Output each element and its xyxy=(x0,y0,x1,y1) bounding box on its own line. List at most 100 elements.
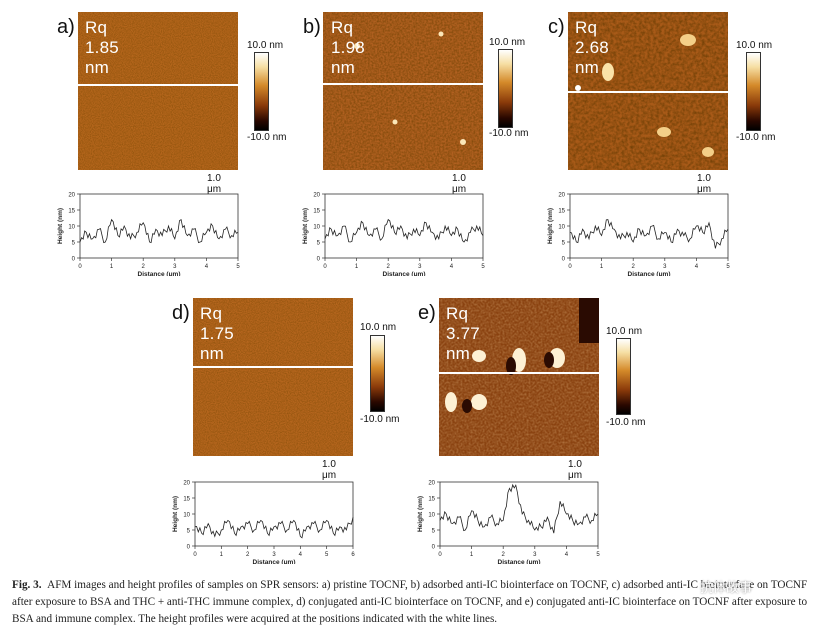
plot-frame-d xyxy=(194,481,354,547)
y-tick-label-c: 15 xyxy=(558,209,565,215)
height-profile-line-c xyxy=(569,219,729,249)
watermark: 抗体故事 xyxy=(700,581,753,596)
y-tick-label-a: 10 xyxy=(68,225,75,231)
colorbar-min-c: -10.0 nm xyxy=(736,132,776,143)
x-axis-label-e: Distance (μm) xyxy=(498,559,541,564)
y-axis-label-b: Height (nm) xyxy=(302,208,309,244)
y-tick-label-e: 10 xyxy=(428,513,435,519)
x-tick-label-c: 3 xyxy=(663,264,667,270)
height-profile-chart-d: 0 5 10 15 20 0 1 2 3 4 5 6 Distance (μm) Height (nm) xyxy=(172,481,355,565)
panel-label-b: b) xyxy=(303,16,321,38)
x-tick-label-d: 5 xyxy=(325,552,329,558)
x-tick-label-d: 1 xyxy=(220,552,224,558)
y-tick-label-d: 20 xyxy=(183,481,190,487)
x-tick-label-e: 4 xyxy=(565,552,569,558)
y-tick-label-e: 15 xyxy=(428,497,435,503)
y-tick-label-d: 15 xyxy=(183,497,190,503)
plot-frame-e xyxy=(439,481,599,547)
x-tick-label-a: 3 xyxy=(173,264,177,270)
y-tick-label-b: 15 xyxy=(313,209,320,215)
colorbar-min-b: -10.0 nm xyxy=(489,128,529,139)
x-tick-label-b: 0 xyxy=(323,264,327,270)
y-tick-label-a: 15 xyxy=(68,209,75,215)
y-tick-label-a: 5 xyxy=(72,241,76,247)
colorbar-min-e: -10.0 nm xyxy=(606,417,646,428)
afm-image-d xyxy=(193,298,353,456)
x-tick-label-b: 1 xyxy=(355,264,359,270)
y-tick-label-c: 5 xyxy=(562,241,566,247)
colorbar-c xyxy=(746,52,761,131)
x-tick-label-c: 0 xyxy=(568,264,572,270)
colorbar-max-a: 10.0 nm xyxy=(247,40,284,51)
x-tick-label-d: 6 xyxy=(351,552,355,558)
panel-label-c: c) xyxy=(548,16,565,38)
colorbar-max-b: 10.0 nm xyxy=(489,37,526,48)
panel-label-d: d) xyxy=(172,302,190,324)
y-tick-label-e: 0 xyxy=(432,545,436,551)
height-profile-chart-e: 0 5 10 15 20 0 1 2 3 4 5 Distance (μm) Height (nm) xyxy=(417,481,600,565)
x-tick-label-c: 4 xyxy=(695,264,699,270)
height-profile-line-e xyxy=(439,483,599,534)
y-tick-label-c: 10 xyxy=(558,225,565,231)
y-axis-label-d: Height (nm) xyxy=(172,496,179,532)
height-profile-line-a xyxy=(79,218,239,244)
y-tick-label-e: 5 xyxy=(432,529,436,535)
x-tick-label-a: 0 xyxy=(78,264,82,270)
y-tick-label-a: 0 xyxy=(72,257,76,263)
afm-image-e xyxy=(439,298,599,456)
scale-bar-label-e: 1.0 μm xyxy=(568,459,583,481)
x-tick-label-e: 5 xyxy=(596,552,600,558)
y-tick-label-b: 0 xyxy=(317,257,321,263)
rq-value-e: Rq 3.77 nm xyxy=(446,304,480,363)
rq-value-b: Rq 1.98 nm xyxy=(331,18,365,77)
x-axis-label-d: Distance (μm) xyxy=(253,559,296,564)
x-tick-label-a: 5 xyxy=(236,264,240,270)
afm-image-c xyxy=(568,12,728,170)
y-tick-label-c: 0 xyxy=(562,257,566,263)
x-tick-label-d: 4 xyxy=(299,552,303,558)
y-tick-label-e: 20 xyxy=(428,481,435,487)
colorbar-a xyxy=(254,52,269,131)
height-profile-chart-c: 0 5 10 15 20 0 1 2 3 4 5 Distance (μm) Height (nm) xyxy=(547,193,730,277)
colorbar-max-d: 10.0 nm xyxy=(360,322,397,333)
afm-image-a xyxy=(78,12,238,170)
rq-value-c: Rq 2.68 nm xyxy=(575,18,609,77)
x-tick-label-c: 5 xyxy=(726,264,730,270)
figure-caption: Fig. 3. AFM images and height profiles o… xyxy=(12,577,820,628)
x-tick-label-d: 3 xyxy=(272,552,276,558)
colorbar-d xyxy=(370,335,385,412)
y-axis-label-c: Height (nm) xyxy=(547,208,554,244)
x-tick-label-d: 2 xyxy=(246,552,250,558)
x-tick-label-e: 3 xyxy=(533,552,537,558)
colorbar-max-e: 10.0 nm xyxy=(606,326,643,337)
x-axis-label-a: Distance (μm) xyxy=(138,271,181,276)
y-tick-label-b: 5 xyxy=(317,241,321,247)
x-tick-label-c: 2 xyxy=(632,264,636,270)
x-tick-label-b: 4 xyxy=(450,264,454,270)
y-axis-label-a: Height (nm) xyxy=(57,208,64,244)
scale-bar-label-c: 1.0 μm xyxy=(697,173,712,195)
y-axis-label-e: Height (nm) xyxy=(417,496,424,532)
colorbar-b xyxy=(498,49,513,128)
plot-frame-b xyxy=(324,193,484,259)
afm-image-b xyxy=(323,12,483,170)
y-tick-label-d: 0 xyxy=(187,545,191,551)
y-tick-label-c: 20 xyxy=(558,193,565,199)
colorbar-min-a: -10.0 nm xyxy=(247,132,287,143)
figure-caption-label: Fig. 3. xyxy=(12,579,42,591)
figure-caption-text: AFM images and height profiles of sample… xyxy=(12,579,808,625)
panel-label-a: a) xyxy=(57,16,75,38)
height-profile-chart-b: 0 5 10 15 20 0 1 2 3 4 5 Distance (μm) Height (nm) xyxy=(302,193,485,277)
plot-frame-a xyxy=(79,193,239,259)
x-axis-label-c: Distance (μm) xyxy=(628,271,671,276)
scale-bar-label-a: 1.0 μm xyxy=(207,173,222,195)
x-tick-label-a: 1 xyxy=(110,264,114,270)
colorbar-min-d: -10.0 nm xyxy=(360,414,400,425)
y-tick-label-a: 20 xyxy=(68,193,75,199)
panel-label-e: e) xyxy=(418,302,436,324)
x-tick-label-e: 0 xyxy=(438,552,442,558)
y-tick-label-d: 10 xyxy=(183,513,190,519)
height-profile-line-b xyxy=(324,218,484,243)
colorbar-e xyxy=(616,338,631,415)
x-tick-label-b: 5 xyxy=(481,264,485,270)
